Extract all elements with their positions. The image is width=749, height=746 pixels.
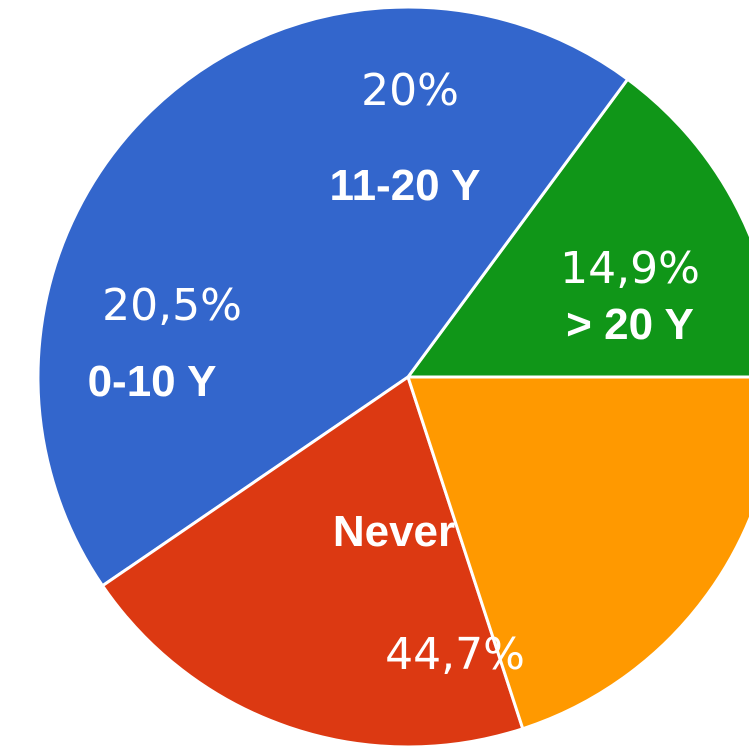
- pie-slice-11-20y: [406, 375, 749, 731]
- slice-value-label-never: 44,7%: [385, 629, 525, 680]
- slice-value-label-over-20y: 14,9%: [560, 243, 700, 294]
- slice-category-label-over-20y: > 20 Y: [566, 300, 694, 349]
- pie-slice-0-10y: [101, 375, 525, 746]
- slice-category-label-11-20y: 11-20 Y: [330, 161, 481, 210]
- slice-category-label-never: Never: [333, 507, 455, 556]
- slice-category-label-0-10y: 0-10 Y: [88, 357, 217, 406]
- pie-slices: [36, 5, 749, 746]
- pie-labels: 14,9% > 20 Y Never 44,7% 20,5% 0-10 Y 20…: [88, 65, 700, 680]
- pie-slice-never: [36, 5, 630, 588]
- slice-value-label-11-20y: 20%: [361, 65, 459, 116]
- slice-value-label-0-10y: 20,5%: [102, 280, 242, 331]
- pie-slice-over-20y: [406, 77, 749, 379]
